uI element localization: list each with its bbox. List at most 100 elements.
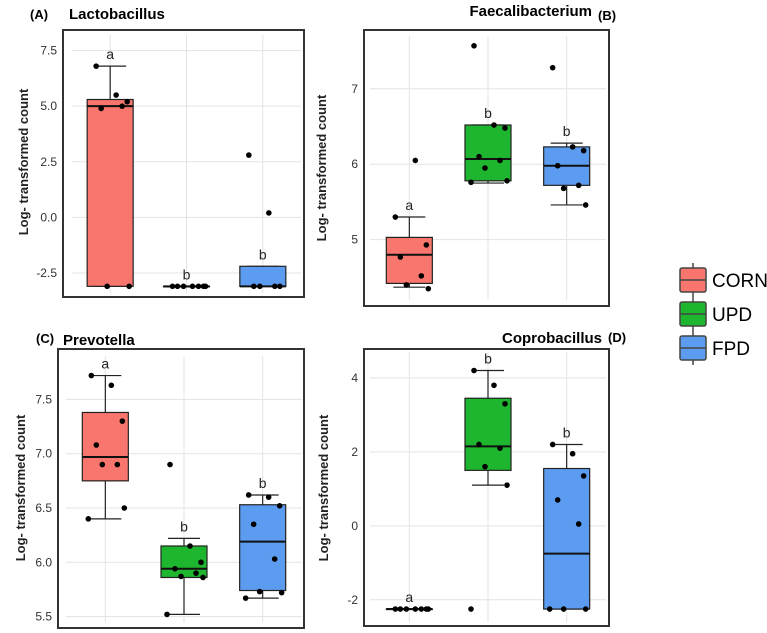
- data-point: [266, 210, 272, 216]
- box-fpd: [239, 265, 287, 287]
- significance-label: b: [484, 105, 492, 121]
- data-point: [476, 441, 482, 448]
- box-group-corn: a: [385, 589, 433, 612]
- box-corn: [81, 411, 129, 482]
- significance-label: a: [101, 356, 109, 372]
- data-point: [276, 503, 283, 509]
- data-point: [272, 283, 278, 290]
- data-point: [569, 144, 576, 150]
- data-point: [187, 543, 193, 549]
- y-tick-label: -2: [347, 593, 358, 607]
- box-group-upd: b: [464, 43, 512, 186]
- significance-label: b: [259, 475, 267, 491]
- box-group-fpd: b: [543, 424, 591, 612]
- box-group-fpd: b: [239, 475, 287, 601]
- chart-panel-c: 5.5 6.0 6.5 7.0 7.5 Log- transformed count Pre…: [13, 331, 305, 629]
- data-point: [200, 574, 206, 581]
- data-point: [412, 157, 419, 164]
- data-point: [491, 122, 497, 128]
- y-tick-label: 4: [351, 371, 358, 385]
- data-point: [504, 178, 510, 184]
- data-point: [169, 283, 176, 290]
- data-point: [497, 445, 503, 451]
- plot-frame: [363, 29, 610, 307]
- data-point: [126, 283, 132, 290]
- box-fpd: [543, 467, 591, 610]
- y-tick-label: 2: [351, 445, 358, 459]
- legend-item-fpd: FPD: [679, 331, 750, 365]
- data-point: [502, 125, 508, 131]
- y-tick-label: 0.0: [40, 210, 57, 224]
- data-point: [549, 64, 556, 71]
- data-point: [468, 179, 474, 186]
- legend-item-upd: UPD: [679, 297, 752, 331]
- box-group-upd: b: [160, 461, 208, 618]
- data-point: [119, 103, 125, 109]
- data-point: [98, 105, 104, 112]
- box-corn: [86, 98, 134, 287]
- legend-label-corn: CORN: [712, 271, 767, 292]
- y-axis-label: Log- transformed count: [316, 414, 331, 561]
- significance-label: b: [563, 123, 571, 139]
- data-point: [104, 283, 110, 290]
- data-point: [195, 283, 202, 290]
- data-point: [119, 418, 126, 424]
- plot-frame: [57, 348, 305, 629]
- data-point: [108, 382, 115, 389]
- panel-letter: (A): [30, 7, 48, 22]
- data-point: [471, 43, 477, 49]
- data-point: [124, 98, 130, 105]
- data-point: [582, 202, 589, 208]
- plot-frame: [363, 348, 610, 627]
- data-point: [113, 92, 119, 98]
- significance-label: a: [106, 46, 114, 62]
- panel-letter: (C): [36, 331, 54, 346]
- chart-panel-b: 5 6 7 Log- transformed count Faecalibacteriu…: [314, 3, 616, 307]
- data-point: [189, 283, 196, 290]
- box-group-corn: a: [81, 356, 129, 522]
- data-point: [560, 606, 567, 612]
- legend: CORN UPD FPD: [679, 263, 767, 365]
- data-point: [491, 382, 497, 389]
- y-tick-label: 6: [351, 157, 358, 171]
- data-point: [392, 214, 399, 220]
- significance-label: b: [183, 266, 191, 282]
- significance-label: b: [563, 424, 571, 440]
- data-point: [246, 152, 252, 158]
- data-point: [423, 242, 430, 248]
- box-group-upd: b: [162, 266, 211, 290]
- chart-title: Lactobacillus: [69, 6, 165, 23]
- data-point: [482, 463, 488, 470]
- y-tick-label: 7.0: [35, 447, 52, 461]
- data-point: [418, 273, 425, 279]
- data-point: [392, 606, 399, 612]
- data-point: [250, 521, 257, 528]
- data-point: [403, 282, 410, 288]
- data-point: [482, 165, 488, 171]
- data-point: [164, 611, 170, 618]
- data-point: [88, 372, 95, 379]
- y-tick-label: 5.0: [40, 99, 57, 113]
- data-point: [418, 606, 425, 612]
- data-point: [575, 182, 582, 189]
- data-point: [425, 285, 432, 292]
- box-group-corn: a: [385, 157, 433, 292]
- data-point: [504, 482, 510, 488]
- significance-label: b: [259, 246, 267, 262]
- data-point: [580, 147, 587, 154]
- y-tick-label: 5.5: [35, 610, 52, 624]
- data-point: [569, 450, 576, 457]
- y-axis-label: Log- transformed count: [13, 414, 28, 561]
- data-point: [560, 185, 567, 192]
- data-point: [172, 566, 178, 572]
- data-point: [502, 400, 508, 407]
- y-tick-label: 7.5: [40, 44, 57, 58]
- significance-label: b: [484, 350, 492, 366]
- panel-letter: (B): [598, 8, 616, 23]
- significance-label: a: [405, 197, 413, 213]
- legend-label-upd: UPD: [712, 305, 752, 326]
- chart-title: Faecalibacterium: [469, 3, 592, 20]
- chart-panel-a: -2.5 0.0 2.5 5.0 7.5 Log- transformed count La…: [16, 6, 305, 298]
- data-point: [476, 153, 482, 160]
